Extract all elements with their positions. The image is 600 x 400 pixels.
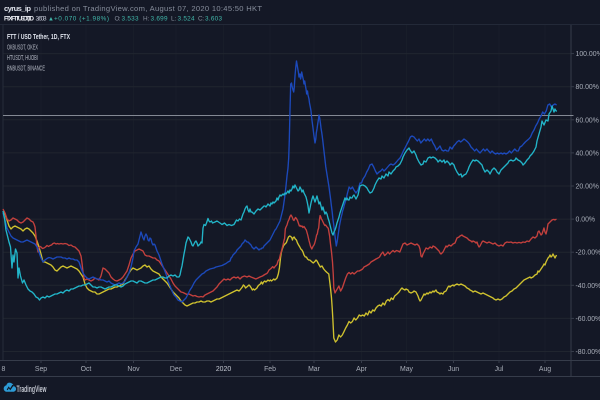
svg-text:2020: 2020 — [216, 366, 231, 373]
svg-text:-40.00%: -40.00% — [576, 283, 600, 290]
svg-text:Feb: Feb — [264, 366, 276, 373]
svg-text:Apr: Apr — [356, 366, 367, 373]
svg-text:FTX:FTTUSDT, 1D3.603▲+0.070 (+: FTX:FTTUSDT, 1D 3.603 ▲+0.070 (+1.98%) O:3.… — [4, 16, 222, 23]
svg-text:0.00%: 0.00% — [576, 217, 596, 224]
svg-text:20.00%: 20.00% — [576, 184, 599, 191]
svg-text:Jun: Jun — [448, 366, 459, 373]
svg-text:FTT / USD Tether, 1D, FTX: FTT / USD Tether, 1D, FTX — [7, 32, 70, 41]
svg-text:Jul: Jul — [495, 366, 504, 373]
svg-text:OKBUSDT, OKEX: OKBUSDT, OKEX — [7, 43, 38, 52]
svg-text:100.00%: 100.00% — [576, 51, 600, 58]
svg-text:May: May — [400, 366, 414, 373]
svg-text:TradingView: TradingView — [17, 384, 47, 394]
svg-text:HTUSDT, HUOBI: HTUSDT, HUOBI — [7, 53, 38, 62]
svg-text:40.00%: 40.00% — [576, 150, 599, 157]
svg-text:-80.00%: -80.00% — [576, 349, 600, 356]
svg-text:BNBUSDT, BINANCE: BNBUSDT, BINANCE — [7, 64, 45, 73]
svg-text:Oct: Oct — [81, 366, 92, 373]
svg-text:8: 8 — [2, 366, 6, 373]
svg-text:Dec: Dec — [170, 366, 183, 373]
svg-text:Nov: Nov — [127, 366, 140, 373]
svg-text:-20.00%: -20.00% — [576, 250, 600, 257]
svg-text:Sep: Sep — [35, 366, 47, 373]
svg-text:Aug: Aug — [539, 366, 551, 373]
svg-text:80.00%: 80.00% — [576, 84, 599, 91]
svg-text:-60.00%: -60.00% — [576, 316, 600, 323]
svg-text:60.00%: 60.00% — [576, 117, 599, 124]
svg-text:Mar: Mar — [308, 366, 321, 373]
